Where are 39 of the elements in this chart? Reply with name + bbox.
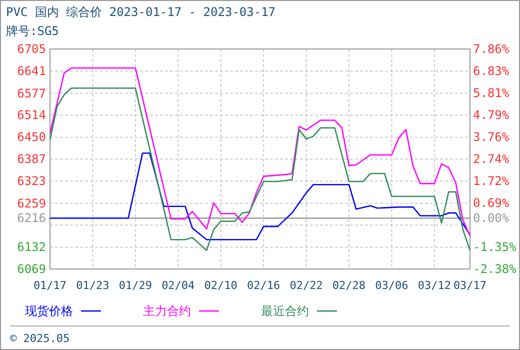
y2-tick-label: -2.38% [473, 262, 518, 276]
x-tick-label: 01/17 [33, 279, 67, 292]
y-tick-label: 6387 [17, 152, 46, 166]
y-tick-label: 6705 [17, 42, 46, 56]
y-tick-label: 6577 [17, 86, 46, 100]
y-tick-label: 6259 [17, 196, 46, 210]
y-tick-label: 6450 [17, 130, 46, 144]
chart-subtitle: 牌号:SG5 [6, 24, 59, 38]
x-tick-label: 02/22 [290, 279, 323, 292]
x-tick-label: 01/23 [76, 279, 110, 292]
legend-label: 现货价格 [25, 304, 73, 318]
x-tick-label: 01/29 [118, 279, 152, 292]
text: © 2025.05 [10, 332, 70, 345]
x-tick-label: 03/06 [375, 279, 408, 292]
y2-tick-label: 6.83% [473, 64, 510, 78]
y2-tick-label: 3.76% [473, 130, 510, 144]
chart-title: PVC 国内 综合价 2023-01-17 - 2023-03-17 [6, 5, 276, 19]
y-tick-label: 6641 [17, 64, 46, 78]
y2-tick-label: -1.35% [473, 240, 518, 254]
legend-label: 最近合约 [261, 304, 309, 318]
x-tick-label: 02/28 [332, 279, 366, 292]
y-tick-label: 6132 [17, 240, 46, 254]
y-tick-label: 6069 [17, 262, 46, 276]
legend-label: 主力合约 [143, 304, 191, 318]
y-tick-label: 6514 [17, 108, 46, 122]
y2-tick-label: 4.79% [473, 108, 510, 122]
y-tick-label: 6216 [17, 211, 46, 226]
y-tick-label: 6323 [17, 174, 46, 188]
y2-tick-label: 5.81% [473, 86, 510, 100]
y2-tick-label: 2.74% [473, 152, 510, 166]
y2-tick-label: 1.72% [473, 174, 510, 188]
x-tick-label: 02/16 [246, 279, 280, 292]
x-tick-label: 02/10 [204, 279, 238, 292]
x-tick-label: 02/04 [162, 279, 196, 292]
x-tick-label: 03/17 [453, 279, 487, 292]
x-tick-label: 03/12 [418, 279, 451, 292]
y2-tick-label: 0.00% [473, 210, 510, 225]
y2-tick-label: 0.69% [473, 196, 510, 210]
y2-tick-label: 7.86% [473, 42, 510, 56]
